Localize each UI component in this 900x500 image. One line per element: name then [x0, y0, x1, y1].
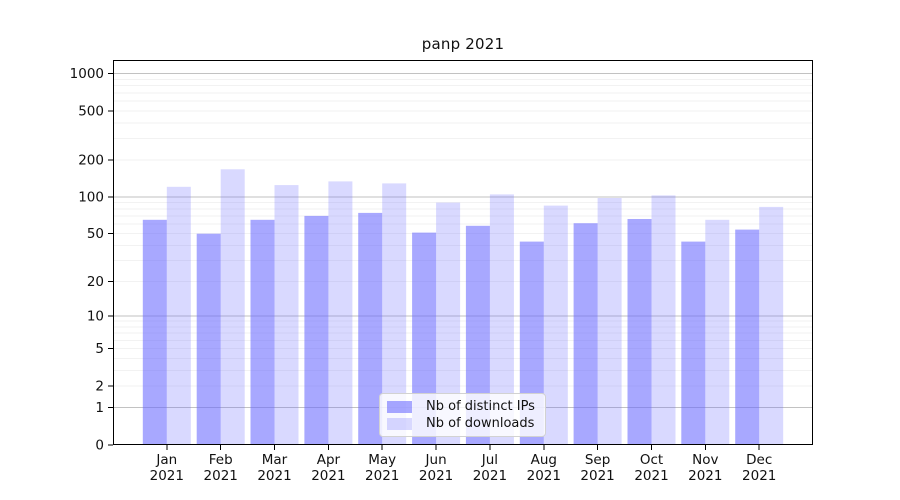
bar-nb-of-downloads-aug-2021	[543, 205, 568, 445]
x-tick-label-year: 2021	[688, 468, 722, 484]
y-tick-label: 1	[95, 400, 104, 416]
legend-item-distinct-ips: Nb of distinct IPs	[387, 399, 537, 414]
legend: Nb of distinct IPs Nb of downloads	[379, 393, 546, 437]
chart-title: panp 2021	[421, 35, 505, 53]
y-tick-label: 20	[87, 274, 104, 290]
x-tick-label-month: Dec	[746, 452, 772, 468]
bar-nb-of-distinct-ips-feb-2021	[196, 233, 221, 445]
bar-nb-of-distinct-ips-nov-2021	[681, 241, 706, 445]
x-tick-label-year: 2021	[204, 468, 238, 484]
y-tick-label: 0	[95, 438, 104, 454]
y-tick-label: 2	[95, 379, 104, 395]
legend-item-downloads: Nb of downloads	[387, 416, 537, 431]
x-tick-label-year: 2021	[634, 468, 668, 484]
x-tick-label-month: Sep	[585, 452, 610, 468]
y-tick-label: 1000	[70, 66, 104, 82]
bar-nb-of-downloads-oct-2021	[651, 195, 676, 445]
x-tick-label-year: 2021	[527, 468, 561, 484]
bar-nb-of-downloads-apr-2021	[328, 181, 353, 445]
x-tick-label-month: Apr	[317, 452, 341, 468]
legend-label-distinct-ips: Nb of distinct IPs	[426, 399, 535, 414]
x-tick-label-year: 2021	[580, 468, 614, 484]
x-tick-label-month: Feb	[209, 452, 233, 468]
bar-nb-of-distinct-ips-may-2021	[358, 212, 383, 445]
bar-nb-of-downloads-mar-2021	[274, 185, 299, 445]
x-tick-label-month: Oct	[640, 452, 663, 468]
x-tick-label-year: 2021	[742, 468, 776, 484]
x-tick-label-month: Jan	[155, 452, 177, 468]
bar-nb-of-distinct-ips-dec-2021	[735, 229, 760, 445]
legend-swatch-distinct-ips	[387, 400, 412, 413]
x-tick-label-year: 2021	[365, 468, 399, 484]
bar-nb-of-downloads-jan-2021	[166, 186, 191, 446]
x-tick-label-month: May	[368, 452, 396, 468]
x-tick-label-year: 2021	[311, 468, 345, 484]
bar-nb-of-distinct-ips-jan-2021	[142, 219, 167, 445]
x-tick-label-year: 2021	[257, 468, 291, 484]
x-tick-label-month: Mar	[262, 452, 288, 468]
legend-swatch-downloads	[387, 417, 412, 430]
bar-nb-of-distinct-ips-sep-2021	[573, 223, 598, 445]
bar-nb-of-distinct-ips-apr-2021	[304, 215, 329, 445]
x-tick-label-month: Jul	[481, 452, 498, 468]
x-tick-label-month: Jun	[425, 452, 447, 468]
x-tick-label-month: Aug	[531, 452, 557, 468]
bar-nb-of-downloads-feb-2021	[220, 169, 245, 446]
y-tick-label: 50	[87, 226, 104, 242]
plot-frame	[113, 60, 813, 445]
bar-nb-of-downloads-dec-2021	[759, 206, 784, 445]
x-tick-label-year: 2021	[419, 468, 453, 484]
y-tick-label: 100	[78, 190, 104, 206]
bar-nb-of-downloads-nov-2021	[705, 219, 730, 445]
bar-nb-of-distinct-ips-mar-2021	[250, 219, 275, 445]
y-tick-label: 200	[78, 153, 104, 169]
y-tick-label: 10	[87, 309, 104, 325]
bar-nb-of-downloads-sep-2021	[597, 198, 622, 445]
legend-label-downloads: Nb of downloads	[426, 416, 535, 431]
y-tick-label: 5	[95, 341, 104, 357]
bar-nb-of-distinct-ips-oct-2021	[627, 219, 652, 445]
y-tick-label: 500	[78, 103, 104, 119]
x-tick-label-year: 2021	[473, 468, 507, 484]
x-tick-label-month: Nov	[692, 452, 718, 468]
x-tick-label-year: 2021	[150, 468, 184, 484]
